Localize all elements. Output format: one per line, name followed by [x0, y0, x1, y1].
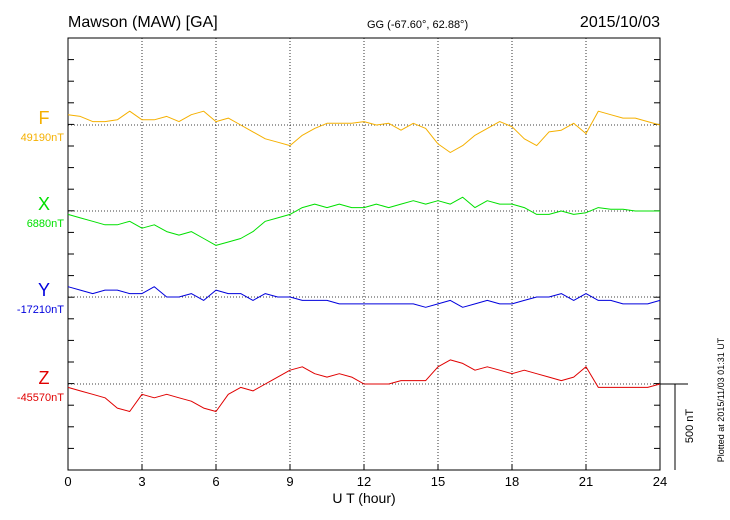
channel-baseline-f: 49190nT: [21, 132, 65, 144]
channel-labels: F 49190nT X 6880nT Y -17210nT Z -45570nT: [17, 108, 64, 404]
trace-f: [67, 110, 661, 153]
traces: [67, 110, 661, 412]
scale-bar: 500 nT: [660, 383, 696, 470]
channel-letter-x: X: [38, 194, 50, 214]
x-axis-title: U T (hour): [332, 490, 395, 506]
x-tick-labels: 0 3 6 9 12 15 18 21 24: [64, 474, 667, 489]
x-tick-label: 3: [138, 474, 145, 489]
grid: [67, 38, 661, 470]
channel-baseline-x: 6880nT: [27, 218, 65, 230]
x-tick-label: 24: [653, 474, 667, 489]
chart-date: 2015/10/03: [580, 14, 660, 31]
x-tick-label: 12: [357, 474, 371, 489]
trace-y: [67, 286, 661, 308]
trace-x: [67, 196, 660, 246]
x-tick-label: 6: [212, 474, 219, 489]
channel-letter-z: Z: [39, 368, 50, 388]
x-tick-label: 18: [505, 474, 519, 489]
trace-z: [67, 359, 661, 412]
channel-baseline-z: -45570nT: [17, 392, 64, 404]
x-tick-label: 0: [64, 474, 71, 489]
station-coords: GG (-67.60°, 62.88°): [367, 19, 468, 31]
station-title: Mawson (MAW) [GA]: [68, 14, 218, 31]
channel-baseline-y: -17210nT: [17, 304, 64, 316]
plotted-note: Plotted at 2015/11/03 01:31 UT: [716, 337, 726, 462]
channel-letter-f: F: [39, 108, 50, 128]
channel-letter-y: Y: [38, 280, 50, 300]
x-tick-label: 9: [286, 474, 293, 489]
x-tick-label: 21: [579, 474, 593, 489]
x-tick-label: 15: [431, 474, 445, 489]
scale-bar-label: 500 nT: [684, 409, 696, 444]
